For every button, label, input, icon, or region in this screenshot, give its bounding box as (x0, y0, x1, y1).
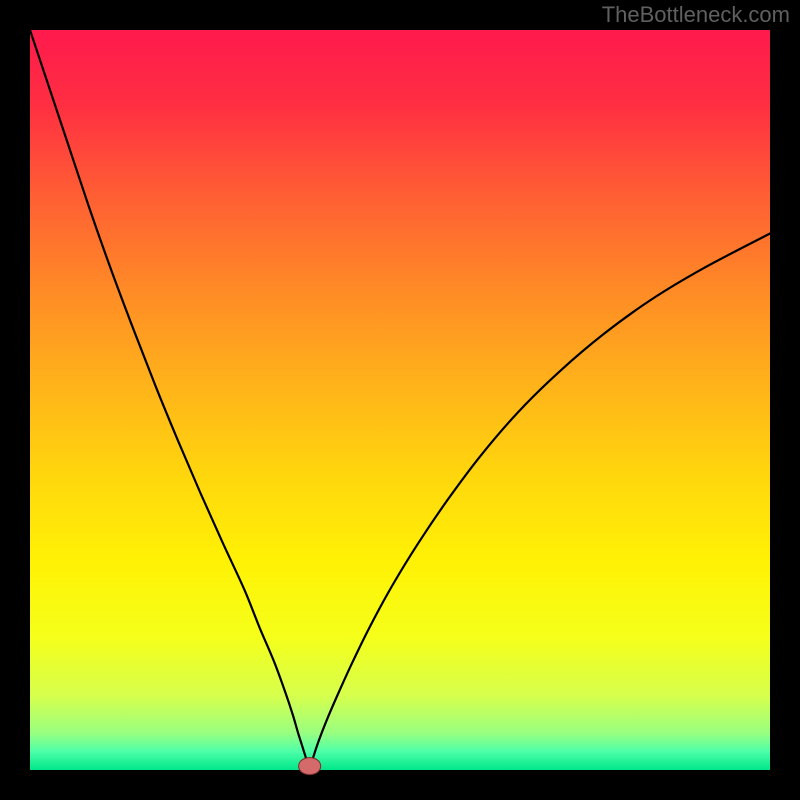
bottleneck-curve (30, 30, 770, 770)
chart-plot-area (30, 30, 770, 770)
minimum-marker (298, 757, 322, 775)
watermark-text: TheBottleneck.com (602, 2, 790, 28)
